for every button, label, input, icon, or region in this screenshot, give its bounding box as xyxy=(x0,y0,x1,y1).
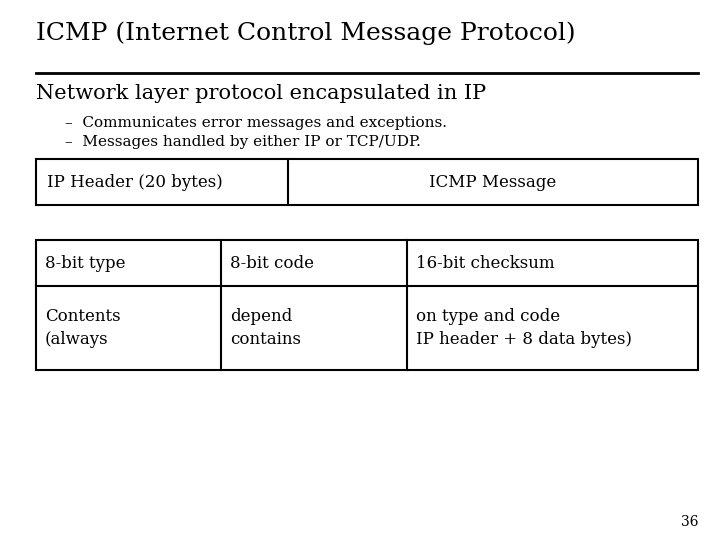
Text: ICMP (Internet Control Message Protocol): ICMP (Internet Control Message Protocol) xyxy=(36,22,575,45)
FancyBboxPatch shape xyxy=(36,240,698,370)
Text: –  Communicates error messages and exceptions.: – Communicates error messages and except… xyxy=(65,116,447,130)
Text: on type and code
IP header + 8 data bytes): on type and code IP header + 8 data byte… xyxy=(415,308,631,348)
Text: ICMP Message: ICMP Message xyxy=(429,174,557,191)
FancyBboxPatch shape xyxy=(36,159,698,205)
Text: 8-bit code: 8-bit code xyxy=(230,255,314,272)
Text: 36: 36 xyxy=(681,515,698,529)
Text: –  Messages handled by either IP or TCP/UDP.: – Messages handled by either IP or TCP/U… xyxy=(65,135,420,149)
Text: Network layer protocol encapsulated in IP: Network layer protocol encapsulated in I… xyxy=(36,84,486,103)
Text: 8-bit type: 8-bit type xyxy=(45,255,125,272)
Text: IP Header (20 bytes): IP Header (20 bytes) xyxy=(47,174,222,191)
Text: depend
contains: depend contains xyxy=(230,308,301,348)
Text: Contents
(always: Contents (always xyxy=(45,308,120,348)
Text: 16-bit checksum: 16-bit checksum xyxy=(415,255,554,272)
